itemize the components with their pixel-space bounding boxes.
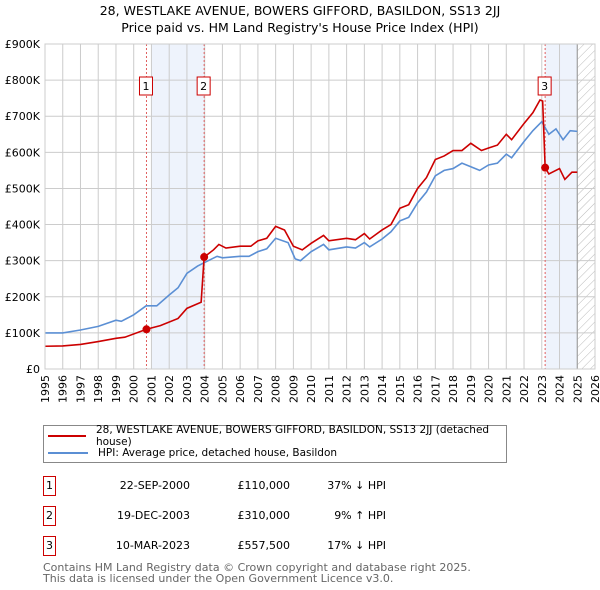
x-tick-label: 2000: [128, 375, 141, 403]
y-tick-label: £900K: [5, 38, 41, 51]
x-tick-label: 1996: [57, 375, 70, 403]
x-tick-label: 2026: [589, 375, 600, 403]
footer-licence: This data is licensed under the Open Gov…: [43, 572, 394, 585]
shaded-period: [151, 44, 205, 369]
x-tick-label: 2012: [341, 375, 354, 403]
chart-title: 28, WESTLAKE AVENUE, BOWERS GIFFORD, BAS…: [99, 3, 501, 18]
x-tick-label: 2019: [465, 375, 478, 403]
legend-item-hpi: HPI: Average price, detached house, Basi…: [48, 445, 337, 461]
x-tick-label: 2005: [216, 375, 229, 403]
legend: 28, WESTLAKE AVENUE, BOWERS GIFFORD, BAS…: [43, 424, 507, 463]
x-tick-label: 2001: [145, 375, 158, 403]
x-tick-label: 2010: [305, 375, 318, 403]
y-tick-label: £300K: [5, 255, 41, 268]
sale-marker-badge: 1: [43, 476, 56, 496]
sale-marker-badge: 2: [43, 506, 56, 526]
property-price-line: [44, 98, 578, 348]
x-tick-label: 2002: [163, 375, 176, 403]
x-tick-label: 2024: [554, 375, 567, 403]
sale-point: [142, 325, 151, 334]
x-tick-label: 2003: [181, 375, 194, 403]
x-tick-label: 1997: [74, 375, 87, 403]
y-tick-label: £600K: [5, 146, 41, 159]
x-tick-label: 2011: [323, 375, 336, 403]
x-tick-label: 2007: [252, 375, 265, 403]
x-tick-label: 2022: [518, 375, 531, 403]
y-tick-label: £500K: [5, 182, 41, 195]
sale-date: 10-MAR-2023: [115, 539, 190, 552]
legend-swatch-red: [48, 435, 86, 437]
sale-price: £557,500: [237, 539, 291, 552]
y-tick-label: £700K: [5, 110, 41, 123]
sale-marker-box: [537, 76, 552, 96]
footer-copyright: Contains HM Land Registry data © Crown c…: [43, 561, 471, 574]
y-tick-label: £800K: [5, 74, 41, 87]
sale-marker-label: 1: [142, 80, 149, 93]
legend-item-property: 28, WESTLAKE AVENUE, BOWERS GIFFORD, BAS…: [48, 424, 506, 448]
sale-marker-label: 2: [200, 80, 207, 93]
x-tick-label: 2016: [412, 375, 425, 403]
x-tick-label: 2017: [429, 375, 442, 403]
price-chart: £0 £100K £200K £300K £400K £500K £600K £700K £80…: [5, 38, 600, 403]
y-tick-label: £400K: [5, 219, 41, 232]
y-tick-label: £200K: [5, 291, 41, 304]
x-tick-label: 2025: [571, 375, 584, 403]
sale-marker-badge: 3: [43, 536, 56, 556]
legend-label: HPI: Average price, detached house, Basi…: [98, 447, 338, 459]
y-tick-label: £100K: [5, 327, 41, 340]
hpi-diff: 9% ↑ HPI: [334, 509, 386, 522]
x-tick-label: 2023: [536, 375, 549, 403]
chart-subtitle: Price paid vs. HM Land Registry's House …: [121, 20, 479, 35]
hpi-diff: 37% ↓ HPI: [327, 479, 386, 492]
x-tick-label: 2013: [358, 375, 371, 403]
x-tick-label: 2008: [270, 375, 283, 403]
sale-marker-box: [196, 76, 211, 96]
sale-marker-box: [138, 76, 153, 96]
x-tick-label: 2009: [287, 375, 300, 403]
hpi-line: [45, 120, 578, 334]
x-tick-label: 1999: [110, 375, 123, 403]
x-tick-label: 2021: [500, 375, 513, 403]
sale-date: 19-DEC-2003: [116, 509, 190, 522]
hpi-diff: 17% ↓ HPI: [327, 539, 386, 552]
forecast-hatch: [577, 44, 595, 369]
plot-frame: [44, 43, 596, 370]
x-tick-label: 2020: [483, 375, 496, 403]
legend-swatch-blue: [48, 452, 88, 454]
shaded-period: [545, 44, 578, 369]
sale-date: 22-SEP-2000: [119, 479, 190, 492]
x-tick-label: 2018: [447, 375, 460, 403]
sale-marker-label: 3: [541, 80, 548, 93]
x-tick-label: 2006: [234, 375, 247, 403]
x-tick-label: 2014: [376, 375, 389, 403]
x-tick-label: 2015: [394, 375, 407, 403]
sale-point: [200, 253, 209, 262]
x-tick-label: 1995: [39, 375, 52, 403]
legend-label: 28, WESTLAKE AVENUE, BOWERS GIFFORD, BAS…: [95, 424, 490, 448]
x-tick-label: 1998: [92, 375, 105, 403]
y-tick-label: £0: [26, 363, 40, 376]
sale-price: £110,000: [237, 479, 291, 492]
sale-point: [541, 163, 550, 172]
x-tick-label: 2004: [199, 375, 212, 403]
sale-price: £310,000: [237, 509, 291, 522]
